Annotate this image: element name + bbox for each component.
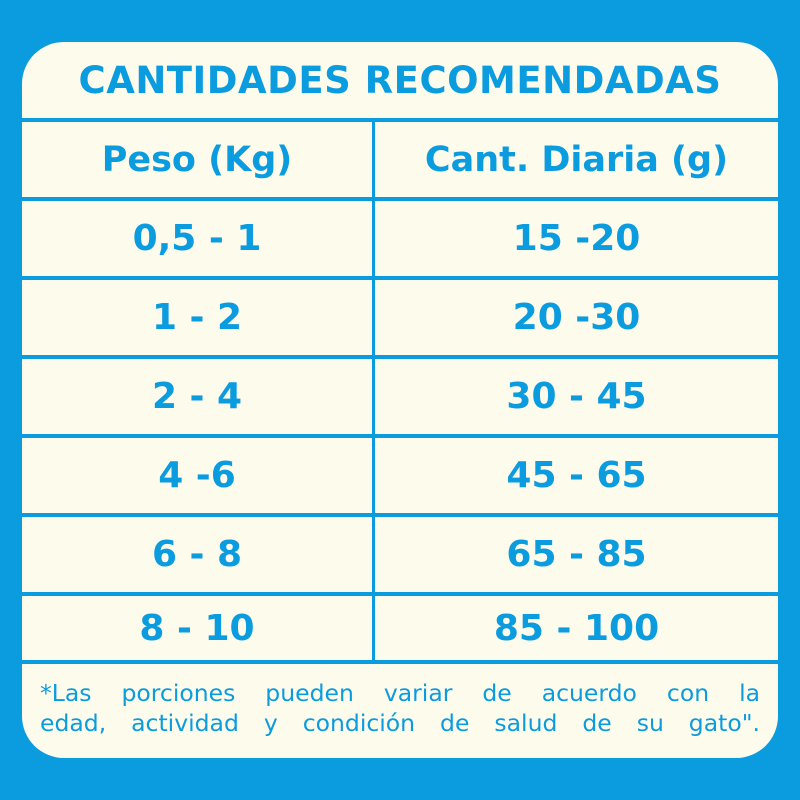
footnote: *Las porciones pueden variar de acuerdo … — [22, 660, 778, 738]
weight-cell: 6 - 8 — [22, 517, 375, 592]
table-header-row: Peso (Kg) Cant. Diaria (g) — [22, 118, 778, 197]
header-daily-amount: Cant. Diaria (g) — [424, 139, 729, 180]
recommended-amounts-card: CANTIDADES RECOMENDADAS Peso (Kg) Cant. … — [22, 42, 778, 758]
table-row: 6 - 8 65 - 85 — [22, 513, 778, 592]
table-row: 2 - 4 30 - 45 — [22, 355, 778, 434]
footnote-line: *Las porciones pueden variar de acuerdo … — [40, 679, 760, 707]
footnote-line: edad, actividad y condición de salud de … — [40, 709, 760, 737]
amount-cell: 85 - 100 — [493, 607, 660, 649]
amount-cell: 45 - 65 — [506, 455, 647, 496]
table-title: CANTIDADES RECOMENDADAS — [78, 58, 722, 102]
weight-cell: 4 -6 — [22, 438, 375, 513]
table-row: 4 -6 45 - 65 — [22, 434, 778, 513]
table-row: 8 - 10 85 - 100 — [22, 592, 778, 660]
weight-cell: 2 - 4 — [22, 359, 375, 434]
amount-cell: 30 - 45 — [506, 376, 647, 417]
amount-cell: 15 -20 — [512, 218, 641, 259]
amount-cell: 65 - 85 — [506, 534, 647, 575]
table-row: 0,5 - 1 15 -20 — [22, 197, 778, 276]
header-weight: Peso (Kg) — [22, 122, 375, 197]
weight-cell: 8 - 10 — [22, 596, 375, 660]
table-row: 1 - 2 20 -30 — [22, 276, 778, 355]
weight-cell: 1 - 2 — [22, 280, 375, 355]
amount-cell: 20 -30 — [512, 297, 641, 338]
weight-cell: 0,5 - 1 — [22, 201, 375, 276]
